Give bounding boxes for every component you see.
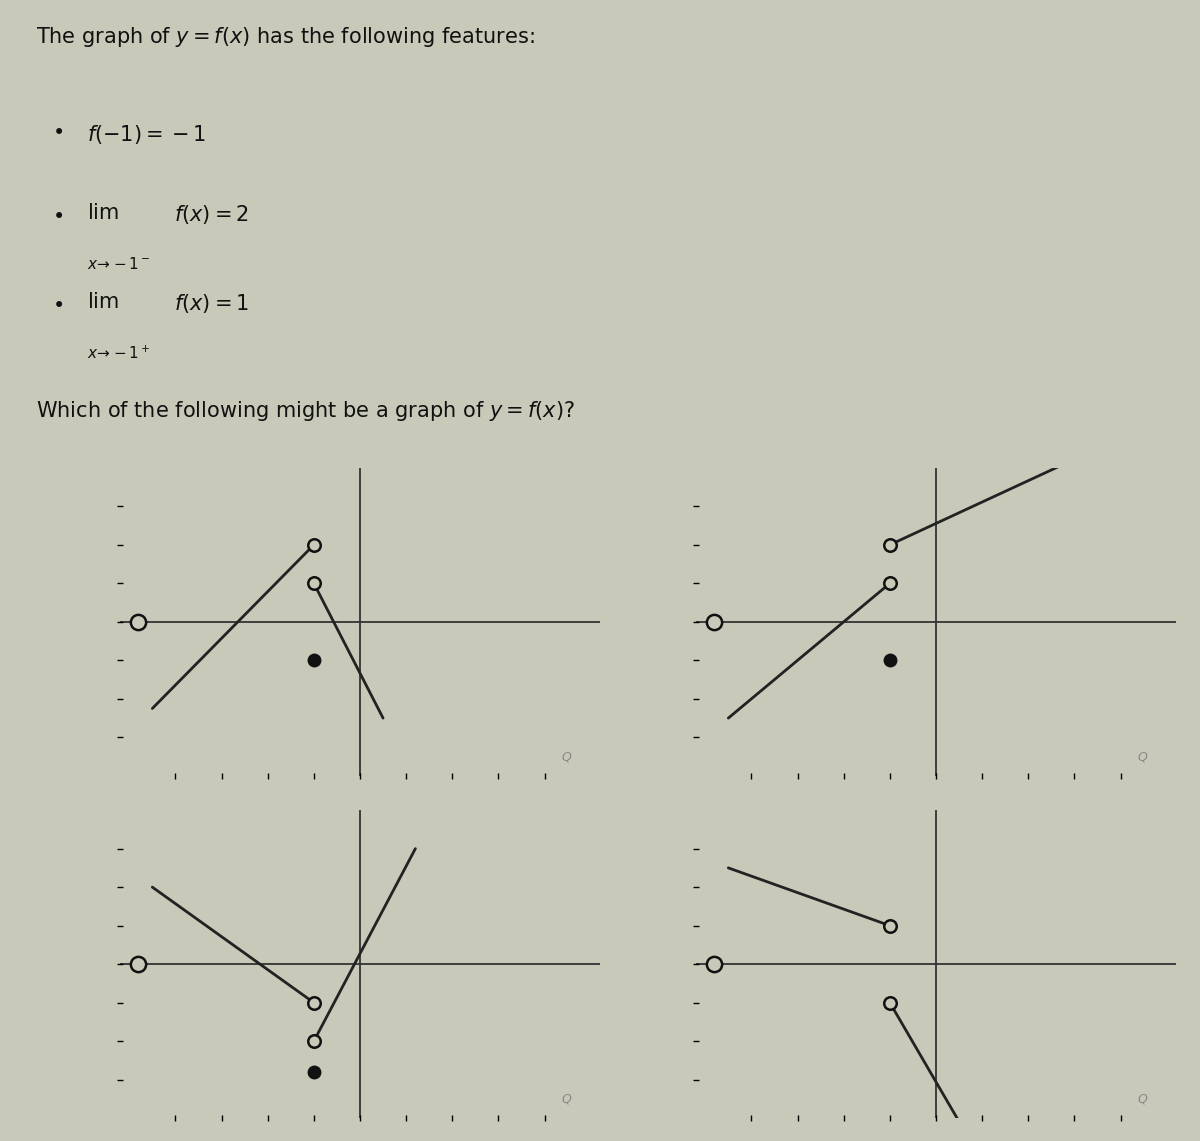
Text: The graph of $y = f(x)$ has the following features:: The graph of $y = f(x)$ has the followin… (36, 25, 534, 49)
Text: Which of the following might be a graph of $y = f(x)$?: Which of the following might be a graph … (36, 398, 575, 422)
Text: •: • (53, 123, 65, 143)
Text: $f(-1) = -1$: $f(-1) = -1$ (88, 123, 206, 146)
Text: Q: Q (1138, 1093, 1147, 1106)
Text: $\lim$: $\lim$ (88, 292, 120, 311)
Text: •: • (53, 208, 65, 227)
Text: Q: Q (1138, 751, 1147, 763)
Text: $x\!\to\!-1^+$: $x\!\to\!-1^+$ (88, 345, 151, 363)
Text: $f(x) = 1$: $f(x) = 1$ (174, 292, 248, 315)
Text: $x\!\to\!-1^-$: $x\!\to\!-1^-$ (88, 256, 151, 273)
Text: $\lim$: $\lim$ (88, 203, 120, 222)
Text: Q: Q (562, 751, 571, 763)
Text: $f(x) = 2$: $f(x) = 2$ (174, 203, 248, 226)
Text: •: • (53, 297, 65, 316)
Text: Q: Q (562, 1093, 571, 1106)
